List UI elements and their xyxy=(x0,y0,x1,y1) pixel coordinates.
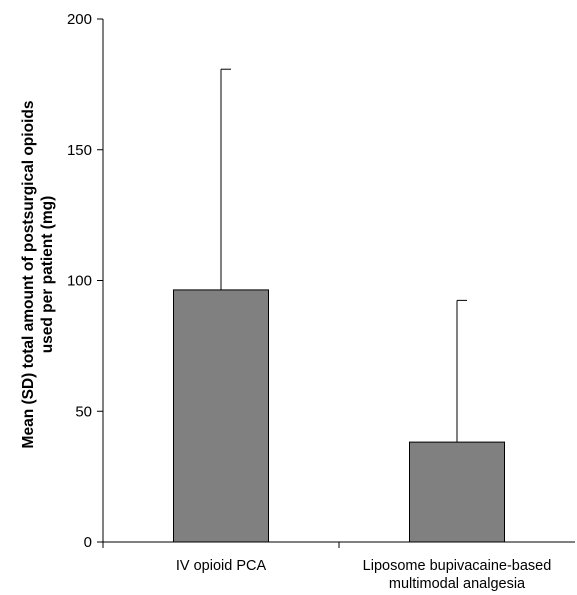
x-category-label: Liposome bupivacaine-based multimodal ana… xyxy=(363,558,552,592)
x-axis-labels: IV opioid PCA Liposome bupivacaine-based m… xyxy=(176,558,551,592)
y-axis-ticks: 0 50 100 150 200 xyxy=(67,11,103,551)
x-category-label: IV opioid PCA xyxy=(176,558,267,574)
y-tick-label: 0 xyxy=(84,534,92,551)
y-axis-title-line: Mean (SD) total amount of postsurgical o… xyxy=(20,101,37,449)
bar xyxy=(409,441,505,543)
y-tick-label: 50 xyxy=(75,403,92,420)
y-axis-title-line: used per patient (mg) xyxy=(39,196,56,354)
y-tick-label: 150 xyxy=(67,142,92,159)
y-axis-title: Mean (SD) total amount of postsurgical o… xyxy=(20,101,56,449)
x-category-label-line: multimodal analgesia xyxy=(389,576,526,592)
x-category-label-line: Liposome bupivacaine-based xyxy=(363,558,552,574)
bar xyxy=(173,289,269,543)
y-axis-title-text: Mean (SD) total amount of postsurgical o… xyxy=(20,101,56,449)
y-tick-label: 100 xyxy=(67,273,92,290)
bars xyxy=(173,68,505,543)
x-category-label-line: IV opioid PCA xyxy=(176,558,267,574)
y-tick-label: 200 xyxy=(67,11,92,28)
